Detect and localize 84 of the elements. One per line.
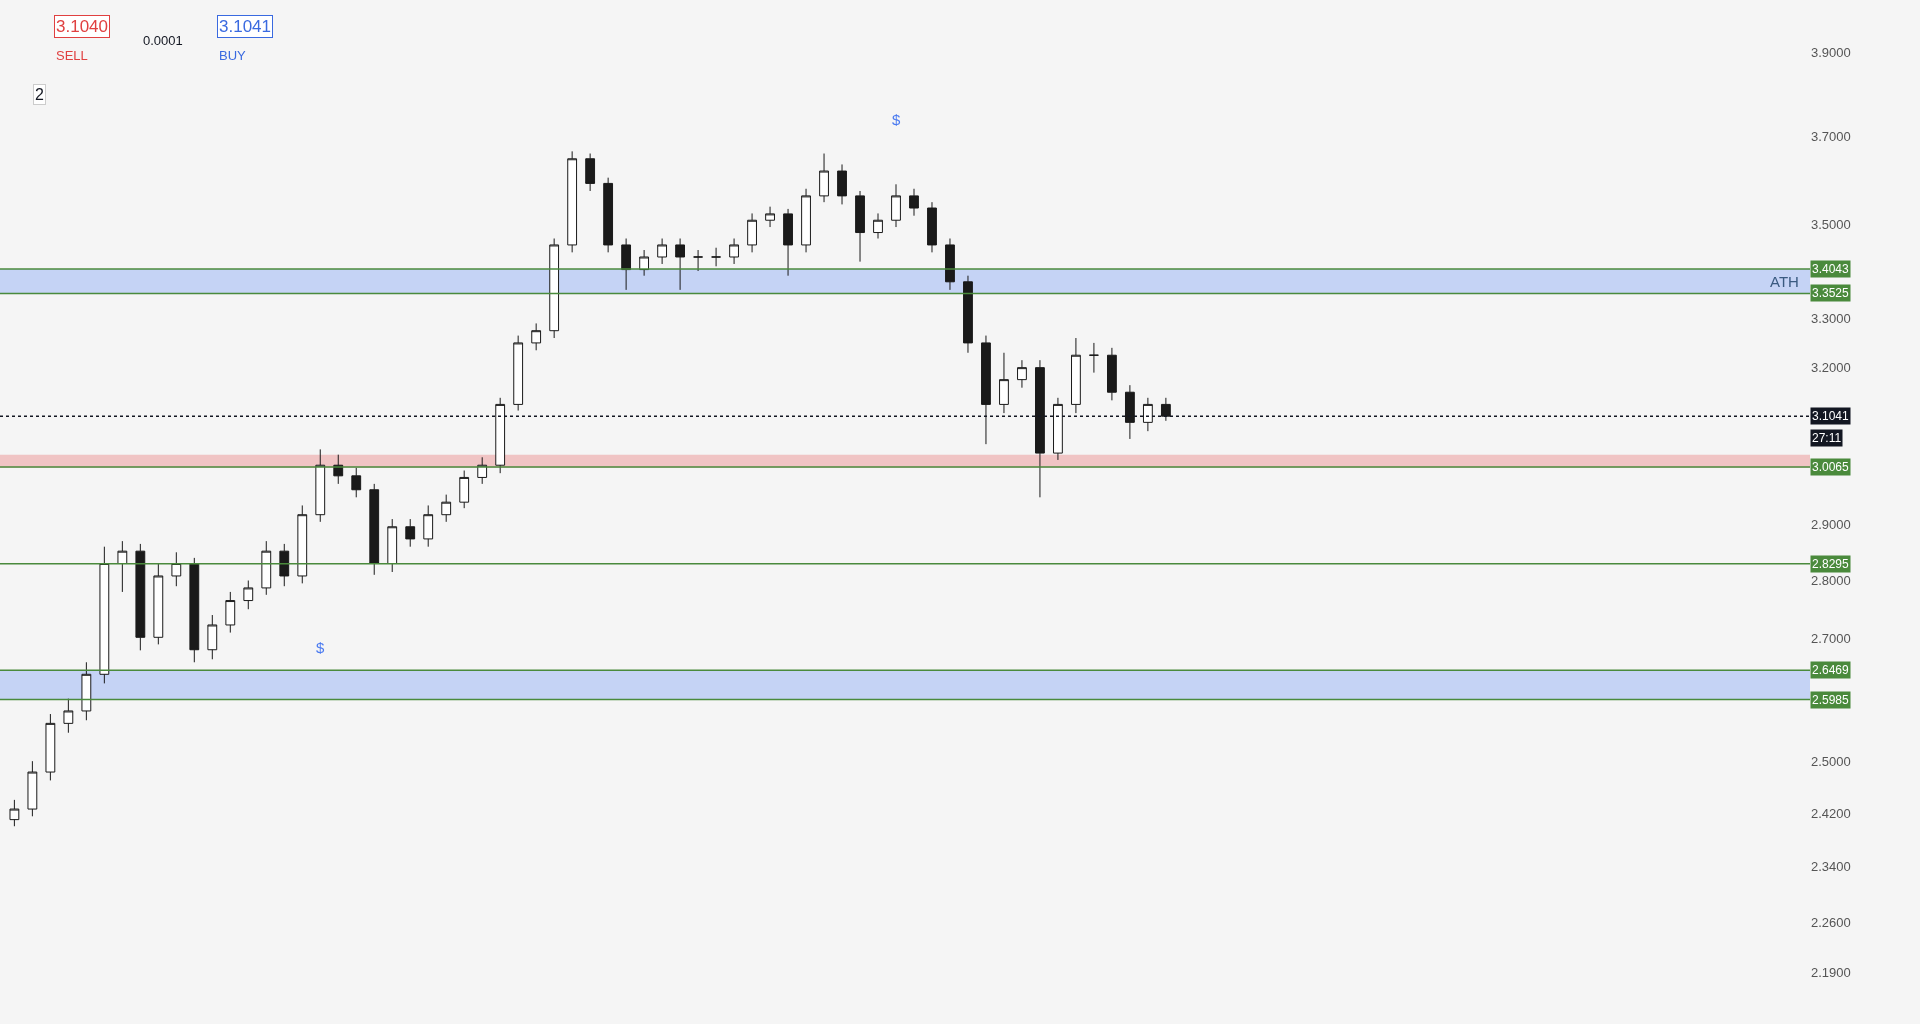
ref-line-label: 2.5985: [1812, 693, 1850, 707]
annotation: 3.1041: [219, 17, 271, 36]
candlestick: [387, 518, 398, 573]
candlestick: [441, 494, 452, 523]
candlestick: [603, 177, 614, 253]
candlestick: [351, 467, 362, 498]
candlestick: [747, 212, 757, 253]
candlestick: [675, 238, 686, 291]
candlestick: [315, 448, 326, 523]
candlestick: [99, 546, 110, 684]
candlestick: [909, 188, 919, 217]
candlestick: [369, 483, 380, 576]
annotation: $: [316, 639, 325, 656]
candlestick: [513, 335, 524, 412]
y-tick-label: 2.7000: [1811, 631, 1851, 647]
candlestick: [117, 540, 128, 593]
candlestick: [873, 212, 883, 239]
candlestick: [927, 201, 937, 253]
y-tick-label: 3.2000: [1811, 360, 1851, 376]
annotation: BUY: [219, 48, 247, 63]
candlestick: [711, 247, 721, 267]
annotation: 0.0001: [143, 33, 183, 48]
candlestick: [1071, 337, 1081, 414]
y-tick-label: 3.5000: [1811, 217, 1851, 233]
candlestick: [621, 238, 632, 291]
candlestick: [45, 713, 56, 781]
candlestick: [693, 249, 703, 272]
y-tick-label: 2.2600: [1811, 914, 1851, 930]
y-tick-label: 3.9000: [1811, 44, 1851, 60]
candlestick: [783, 208, 793, 277]
annotation: $: [892, 111, 901, 128]
candlestick: [657, 238, 668, 265]
candlestick: [801, 188, 811, 253]
candlestick: [225, 591, 236, 634]
y-tick-label: 2.5000: [1811, 753, 1851, 769]
y-tick-label: 2.1900: [1811, 964, 1851, 980]
ref-line-label: 3.4043: [1812, 262, 1850, 276]
ref-line-label: 3.0065: [1812, 460, 1850, 474]
candlestick: [1107, 347, 1117, 401]
candlestick: [945, 238, 955, 291]
candlestick: [999, 352, 1009, 414]
candlestick: [135, 543, 146, 651]
candlestick: [585, 153, 596, 192]
candlestick: [459, 470, 470, 509]
candlestick: [891, 183, 901, 228]
text: 27:11: [1812, 431, 1842, 445]
candlestick: [531, 322, 542, 351]
y-tick-label: 2.4200: [1811, 805, 1851, 821]
candlestick: [855, 190, 865, 263]
y-tick-label: 2.8000: [1811, 573, 1851, 589]
candlestick: [567, 150, 578, 253]
candlestick: [837, 163, 847, 205]
y-tick-label: 2.3400: [1811, 859, 1851, 875]
candlestick: [261, 540, 272, 596]
candlestick: [423, 504, 434, 548]
ref-line-label: 3.3525: [1812, 286, 1850, 300]
candlestick: [243, 580, 254, 610]
annotation: SELL: [56, 48, 88, 63]
candlestick: [81, 661, 92, 721]
ref-line-label: 2.8295: [1812, 557, 1850, 571]
candlestick: [207, 614, 218, 660]
y-tick-label: 3.7000: [1811, 128, 1851, 144]
candlestick: [27, 760, 38, 817]
candlestick: [963, 275, 973, 354]
candlestick: [9, 799, 20, 827]
annotation: 3.1040: [56, 17, 108, 36]
candlestick: [63, 698, 74, 734]
y-tick-label: 3.3000: [1811, 311, 1851, 327]
candlestick: [819, 153, 829, 203]
candlestick: [1089, 342, 1099, 374]
candlestick: [297, 504, 308, 584]
candlestick: [189, 557, 200, 663]
candlestick: [729, 238, 739, 265]
y-tick-label: 2.9000: [1811, 517, 1851, 533]
candlestick: [549, 238, 560, 339]
ref-line-label: 2.6469: [1812, 663, 1850, 677]
candlestick: [1017, 359, 1027, 389]
annotation: 2: [35, 86, 44, 103]
candlestick: [405, 518, 416, 548]
candlestick: [765, 206, 775, 228]
candlestick: [153, 563, 164, 645]
band-label: ATH: [1770, 273, 1799, 290]
candlestick: [279, 543, 290, 587]
ref-line-label: 3.1041: [1812, 409, 1850, 423]
